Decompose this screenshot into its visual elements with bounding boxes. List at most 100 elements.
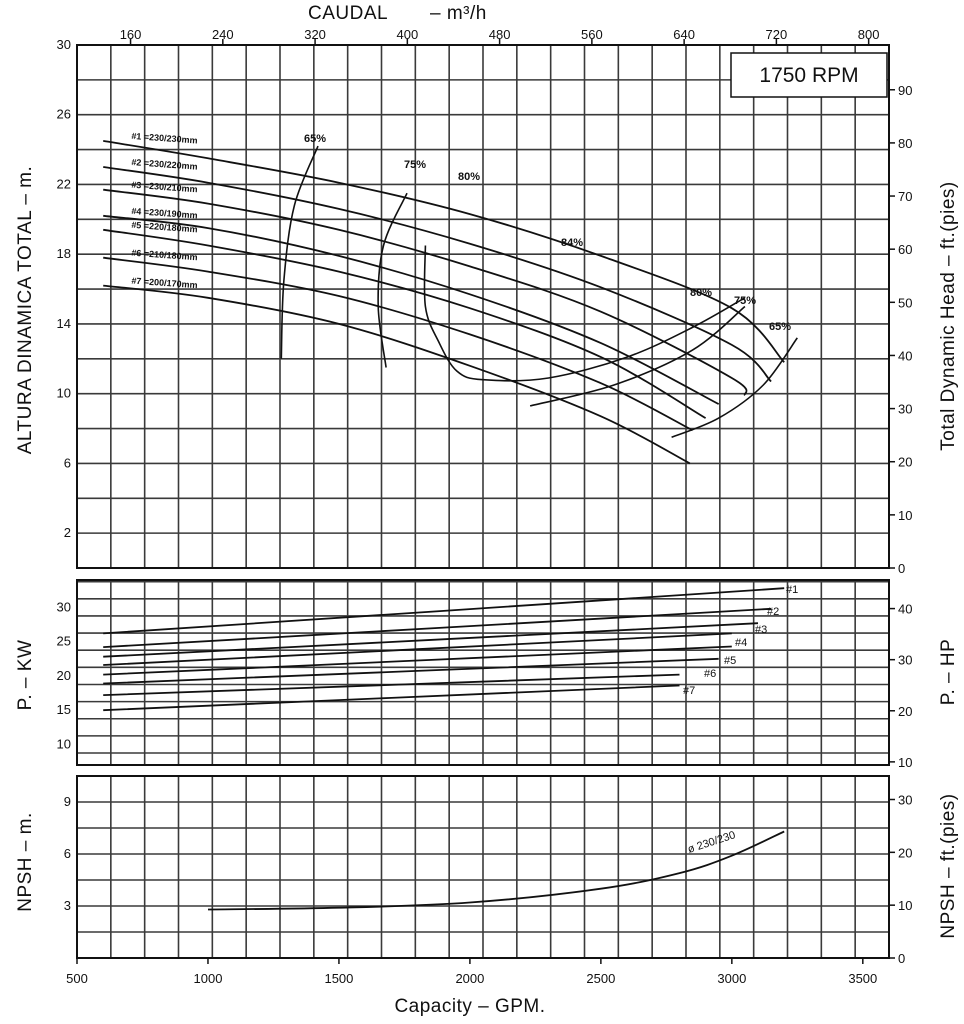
npsh-left-ylabel: NPSH – m. xyxy=(15,812,36,912)
rpm-label: 1750 RPM xyxy=(759,64,858,87)
head-curve-label-1: #1 =230/230mm xyxy=(131,131,198,146)
rpm-box xyxy=(730,52,888,98)
head-right-tick: 70 xyxy=(898,189,912,204)
power-line xyxy=(103,607,772,648)
top-axis-unit: – m³/h xyxy=(430,3,487,24)
npsh-right-ylabel: NPSH – ft.(pies) xyxy=(938,793,959,938)
npsh-curve xyxy=(207,830,785,911)
npsh-left-tick: 6 xyxy=(64,846,71,861)
bottom-tick-label: 3000 xyxy=(717,971,746,986)
npsh-left-tick: 9 xyxy=(64,794,71,809)
efficiency-curve xyxy=(529,305,746,407)
power-left-ylabel: P. – KW xyxy=(15,640,36,711)
top-axis-title: CAUDAL xyxy=(308,3,388,24)
power-line-label: #5 xyxy=(724,655,736,667)
panel-frame-power xyxy=(76,579,890,766)
efficiency-label: 65% xyxy=(769,321,791,333)
head-right-ylabel: Total Dynamic Head – ft.(pies) xyxy=(938,181,959,451)
head-left-tick: 14 xyxy=(57,316,71,331)
top-tick-label: 640 xyxy=(673,27,695,42)
head-left-ylabel: ALTURA DINAMICA TOTAL – m. xyxy=(15,166,36,455)
power-line xyxy=(103,587,785,635)
bottom-axis-title: Capacity – GPM. xyxy=(394,996,545,1017)
head-right-tick: 40 xyxy=(898,348,912,363)
power-right-ylabel: P. – HP xyxy=(938,639,959,706)
bottom-tick-label: 2500 xyxy=(586,971,615,986)
head-right-tick: 80 xyxy=(898,136,912,151)
power-line-label: #7 xyxy=(683,685,695,697)
efficiency-label: 80% xyxy=(690,287,712,299)
bottom-tick-label: 2000 xyxy=(455,971,484,986)
head-curve-label-3: #3 =230/210mm xyxy=(131,180,198,195)
power-left-tick: 25 xyxy=(57,634,71,649)
head-curve-4 xyxy=(103,214,720,405)
head-curve-label-4: #4 =230/190mm xyxy=(131,206,198,221)
power-line xyxy=(103,645,732,676)
head-right-tick: 90 xyxy=(898,83,912,98)
head-left-tick: 22 xyxy=(57,176,71,191)
power-line xyxy=(103,632,732,666)
bottom-tick-label: 500 xyxy=(66,971,88,986)
bottom-tick-label: 3500 xyxy=(848,971,877,986)
efficiency-label: 65% xyxy=(304,133,326,145)
power-line-label: #3 xyxy=(755,624,767,636)
head-left-tick: 10 xyxy=(57,386,71,401)
power-right-tick: 40 xyxy=(898,602,912,617)
power-left-tick: 30 xyxy=(57,599,71,614)
panel-frame-npsh xyxy=(76,775,890,959)
efficiency-curve xyxy=(423,245,746,382)
power-line xyxy=(103,673,680,696)
top-tick-label: 720 xyxy=(766,27,788,42)
power-left-tick: 10 xyxy=(57,736,71,751)
labels-layer: CAUDAL – m³/h Capacity – GPM. ALTURA DIN… xyxy=(15,3,959,1017)
efficiency-curve xyxy=(280,145,319,359)
head-curve-label-7: #7 =200/170mm xyxy=(131,276,198,291)
head-left-tick: 30 xyxy=(57,37,71,52)
top-tick-label: 480 xyxy=(489,27,511,42)
power-line xyxy=(103,684,680,712)
power-line-label: #2 xyxy=(767,606,779,618)
efficiency-curve xyxy=(377,192,408,368)
curves-layer xyxy=(103,140,798,911)
panel-frame-head xyxy=(76,44,890,569)
npsh-right-tick: 30 xyxy=(898,793,912,808)
top-tick-label: 160 xyxy=(120,27,142,42)
head-left-tick: 2 xyxy=(64,525,71,540)
head-curve-5 xyxy=(103,228,707,419)
npsh-right-tick: 10 xyxy=(898,898,912,913)
grid-lines xyxy=(77,45,889,958)
npsh-curve-label: ø 230/230 xyxy=(686,829,737,856)
power-line-label: #4 xyxy=(735,637,747,649)
head-curve-label-6: #6 =210/180mm xyxy=(131,248,198,263)
npsh-left-tick: 3 xyxy=(64,898,71,913)
head-left-tick: 6 xyxy=(64,455,71,470)
panel-frames xyxy=(76,39,895,964)
head-curve-label-2: #2 =230/220mm xyxy=(131,157,198,172)
npsh-right-tick: 0 xyxy=(898,951,905,966)
head-left-tick: 18 xyxy=(57,246,71,261)
power-right-tick: 30 xyxy=(898,653,912,668)
power-line xyxy=(103,657,719,685)
head-curve-3 xyxy=(103,188,748,396)
top-tick-label: 400 xyxy=(396,27,418,42)
head-curve-label-5: #5 =220/180mm xyxy=(131,220,198,235)
bottom-tick-label: 1500 xyxy=(324,971,353,986)
efficiency-label: 80% xyxy=(458,171,480,183)
head-right-tick: 30 xyxy=(898,402,912,417)
power-line-label: #6 xyxy=(704,668,716,680)
power-line xyxy=(103,622,759,658)
head-right-tick: 50 xyxy=(898,295,912,310)
head-right-tick: 10 xyxy=(898,508,912,523)
power-left-tick: 20 xyxy=(57,668,71,683)
npsh-right-tick: 20 xyxy=(898,845,912,860)
top-tick-label: 240 xyxy=(212,27,234,42)
efficiency-label: 75% xyxy=(404,159,426,171)
top-tick-label: 320 xyxy=(304,27,326,42)
power-left-tick: 15 xyxy=(57,702,71,717)
power-right-tick: 20 xyxy=(898,704,912,719)
efficiency-label: 84% xyxy=(561,237,583,249)
head-curve-1 xyxy=(103,140,785,363)
power-right-tick: 10 xyxy=(898,755,912,770)
top-tick-label: 800 xyxy=(858,27,880,42)
